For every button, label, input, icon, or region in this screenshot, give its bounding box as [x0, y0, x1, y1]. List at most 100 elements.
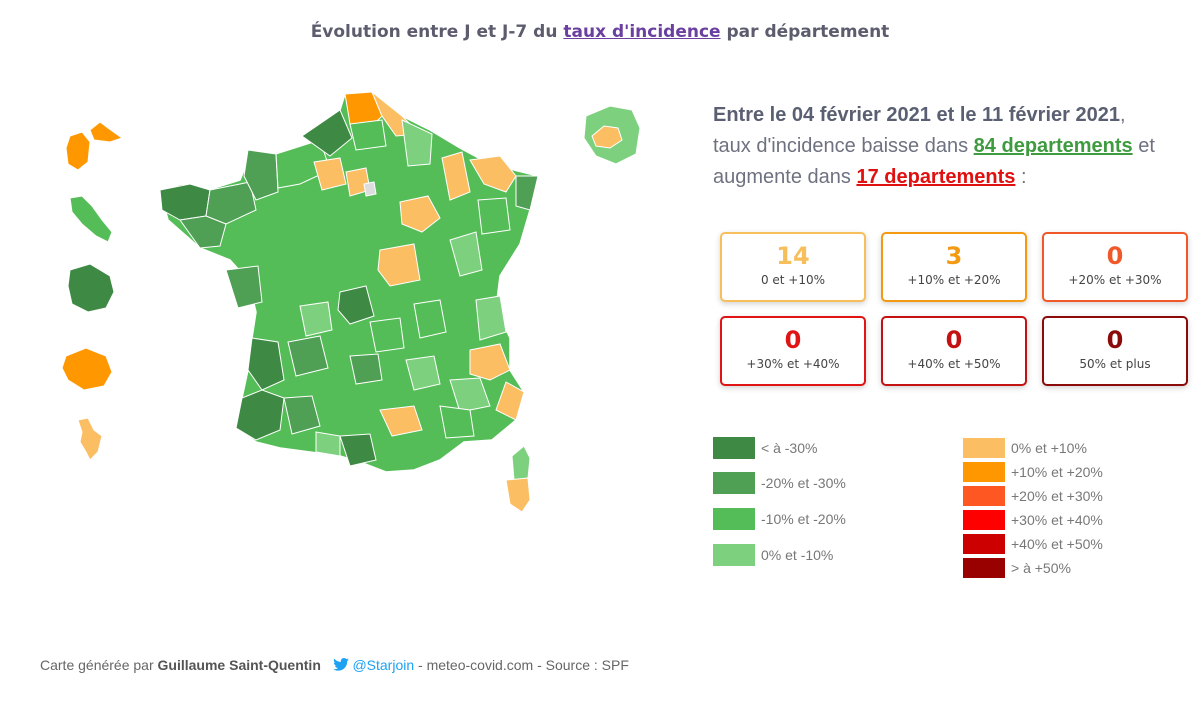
dept-haute-vienne[interactable] — [299, 301, 333, 337]
dept-ardennes[interactable] — [441, 151, 471, 201]
dept-loire[interactable] — [413, 299, 447, 339]
saint-pierre-inner[interactable] — [591, 125, 623, 149]
twitter-link[interactable]: @Starjoin — [352, 657, 415, 673]
legend-swatch — [713, 472, 755, 494]
dept-cote-dor[interactable] — [377, 243, 421, 287]
legend-red-5: > à +50% — [963, 558, 1071, 578]
france-outline — [159, 91, 539, 473]
card-20-30: 0 +20% et +30% — [1042, 232, 1188, 302]
reunion[interactable] — [61, 347, 113, 391]
card-range: 50% et plus — [1079, 357, 1151, 371]
dept-cantal[interactable] — [349, 353, 383, 385]
decrease-suffix: et — [1138, 135, 1155, 157]
legend-label: +30% et +40% — [1011, 512, 1103, 528]
dept-allier[interactable] — [369, 317, 405, 353]
title-suffix: par département — [726, 22, 890, 42]
legend-swatch — [963, 486, 1005, 506]
card-10-20: 3 +10% et +20% — [881, 232, 1027, 302]
dept-bretagne-east[interactable] — [205, 181, 257, 225]
legend-swatch — [713, 437, 755, 459]
footer: Carte générée par Guillaume Saint-Quenti… — [40, 657, 629, 673]
martinique[interactable] — [69, 195, 113, 243]
title-prefix: Évolution entre J et J-7 du — [310, 22, 558, 42]
legend-swatch — [713, 544, 755, 566]
dept-manche[interactable] — [243, 149, 279, 201]
corse-nord[interactable] — [511, 445, 531, 481]
increase-prefix: augmente dans — [713, 166, 851, 188]
card-count: 14 — [776, 242, 810, 270]
dept-paris[interactable] — [363, 181, 377, 197]
dept-isere[interactable] — [469, 343, 511, 381]
dept-dordogne[interactable] — [287, 335, 329, 377]
legend-label: > à +50% — [1011, 560, 1071, 576]
increase-link[interactable]: 17 departements — [856, 166, 1016, 188]
page-title: Évolution entre J et J-7 du taux d'incid… — [0, 22, 1200, 42]
dept-aude[interactable] — [339, 433, 377, 467]
card-range: +10% et +20% — [907, 273, 1001, 287]
legend-label: < à -30% — [761, 440, 818, 456]
comma: , — [1119, 104, 1126, 126]
dept-bas-rhin[interactable] — [515, 175, 539, 211]
dept-seine-maritime[interactable] — [301, 109, 353, 157]
legend-red-0: 0% et +10% — [963, 438, 1087, 458]
dept-gironde[interactable] — [247, 337, 285, 391]
dept-cher[interactable] — [337, 285, 375, 325]
dept-morbihan[interactable] — [179, 215, 227, 249]
dept-bouches-du-rhone[interactable] — [439, 405, 475, 439]
date-range: Entre le 04 février 2021 et le 11 févrie… — [713, 104, 1120, 126]
dept-ariege[interactable] — [315, 431, 341, 457]
card-30-40: 0 +30% et +40% — [720, 316, 866, 386]
dept-vosges[interactable] — [477, 197, 511, 235]
legend-label: 0% et -10% — [761, 547, 834, 563]
corse-sud[interactable] — [505, 477, 531, 513]
decrease-prefix: taux d'incidence baisse dans — [713, 135, 969, 157]
legend-swatch — [713, 508, 755, 530]
card-range: +20% et +30% — [1068, 273, 1162, 287]
dept-somme[interactable] — [349, 119, 387, 151]
card-range: 0 et +10% — [760, 273, 826, 287]
card-0-10: 14 0 et +10% — [720, 232, 866, 302]
legend-label: -10% et -20% — [761, 511, 846, 527]
dept-herault[interactable] — [379, 405, 423, 437]
dept-ardeche[interactable] — [405, 355, 441, 391]
legend-swatch — [963, 462, 1005, 482]
card-count: 0 — [1106, 242, 1124, 270]
legend-label: +20% et +30% — [1011, 488, 1103, 504]
footer-author: Guillaume Saint-Quentin — [157, 657, 321, 673]
footer-suffix: - meteo-covid.com - Source : SPF — [418, 657, 629, 673]
dept-jura[interactable] — [449, 231, 483, 277]
dept-aisne[interactable] — [401, 119, 433, 167]
guyane[interactable] — [67, 263, 115, 313]
metropole — [159, 91, 539, 513]
guadeloupe[interactable] — [65, 121, 124, 171]
legend-swatch — [963, 534, 1005, 554]
card-range: +30% et +40% — [746, 357, 840, 371]
dept-alpes-maritimes[interactable] — [495, 381, 525, 421]
incidence-link[interactable]: taux d'incidence — [563, 22, 721, 42]
legend-label: +10% et +20% — [1011, 464, 1103, 480]
legend-red-4: +40% et +50% — [963, 534, 1103, 554]
dept-oise[interactable] — [313, 157, 347, 191]
dept-vendee[interactable] — [225, 265, 263, 309]
dept-marne[interactable] — [399, 195, 441, 233]
dept-moselle[interactable] — [469, 155, 517, 193]
mayotte[interactable] — [77, 417, 103, 461]
legend-swatch — [963, 510, 1005, 530]
card-40-50: 0 +40% et +50% — [881, 316, 1027, 386]
dept-gers[interactable] — [283, 395, 321, 435]
decrease-link[interactable]: 84 departements — [973, 135, 1133, 157]
legend-red-3: +30% et +40% — [963, 510, 1103, 530]
footer-prefix: Carte générée par — [40, 657, 154, 673]
legend-green-1: -20% et -30% — [713, 472, 846, 494]
legend-green-0: < à -30% — [713, 437, 817, 459]
summary-text: Entre le 04 février 2021 et le 11 févrie… — [713, 100, 1193, 193]
dept-landes[interactable] — [235, 389, 285, 441]
card-50-plus: 0 50% et plus — [1042, 316, 1188, 386]
legend-green-3: 0% et -10% — [713, 544, 833, 566]
france-map — [61, 91, 641, 513]
legend-label: 0% et +10% — [1011, 440, 1087, 456]
legend-swatch — [963, 558, 1005, 578]
legend-red-1: +10% et +20% — [963, 462, 1103, 482]
dept-vaucluse[interactable] — [449, 377, 491, 413]
dept-savoie[interactable] — [475, 295, 507, 341]
